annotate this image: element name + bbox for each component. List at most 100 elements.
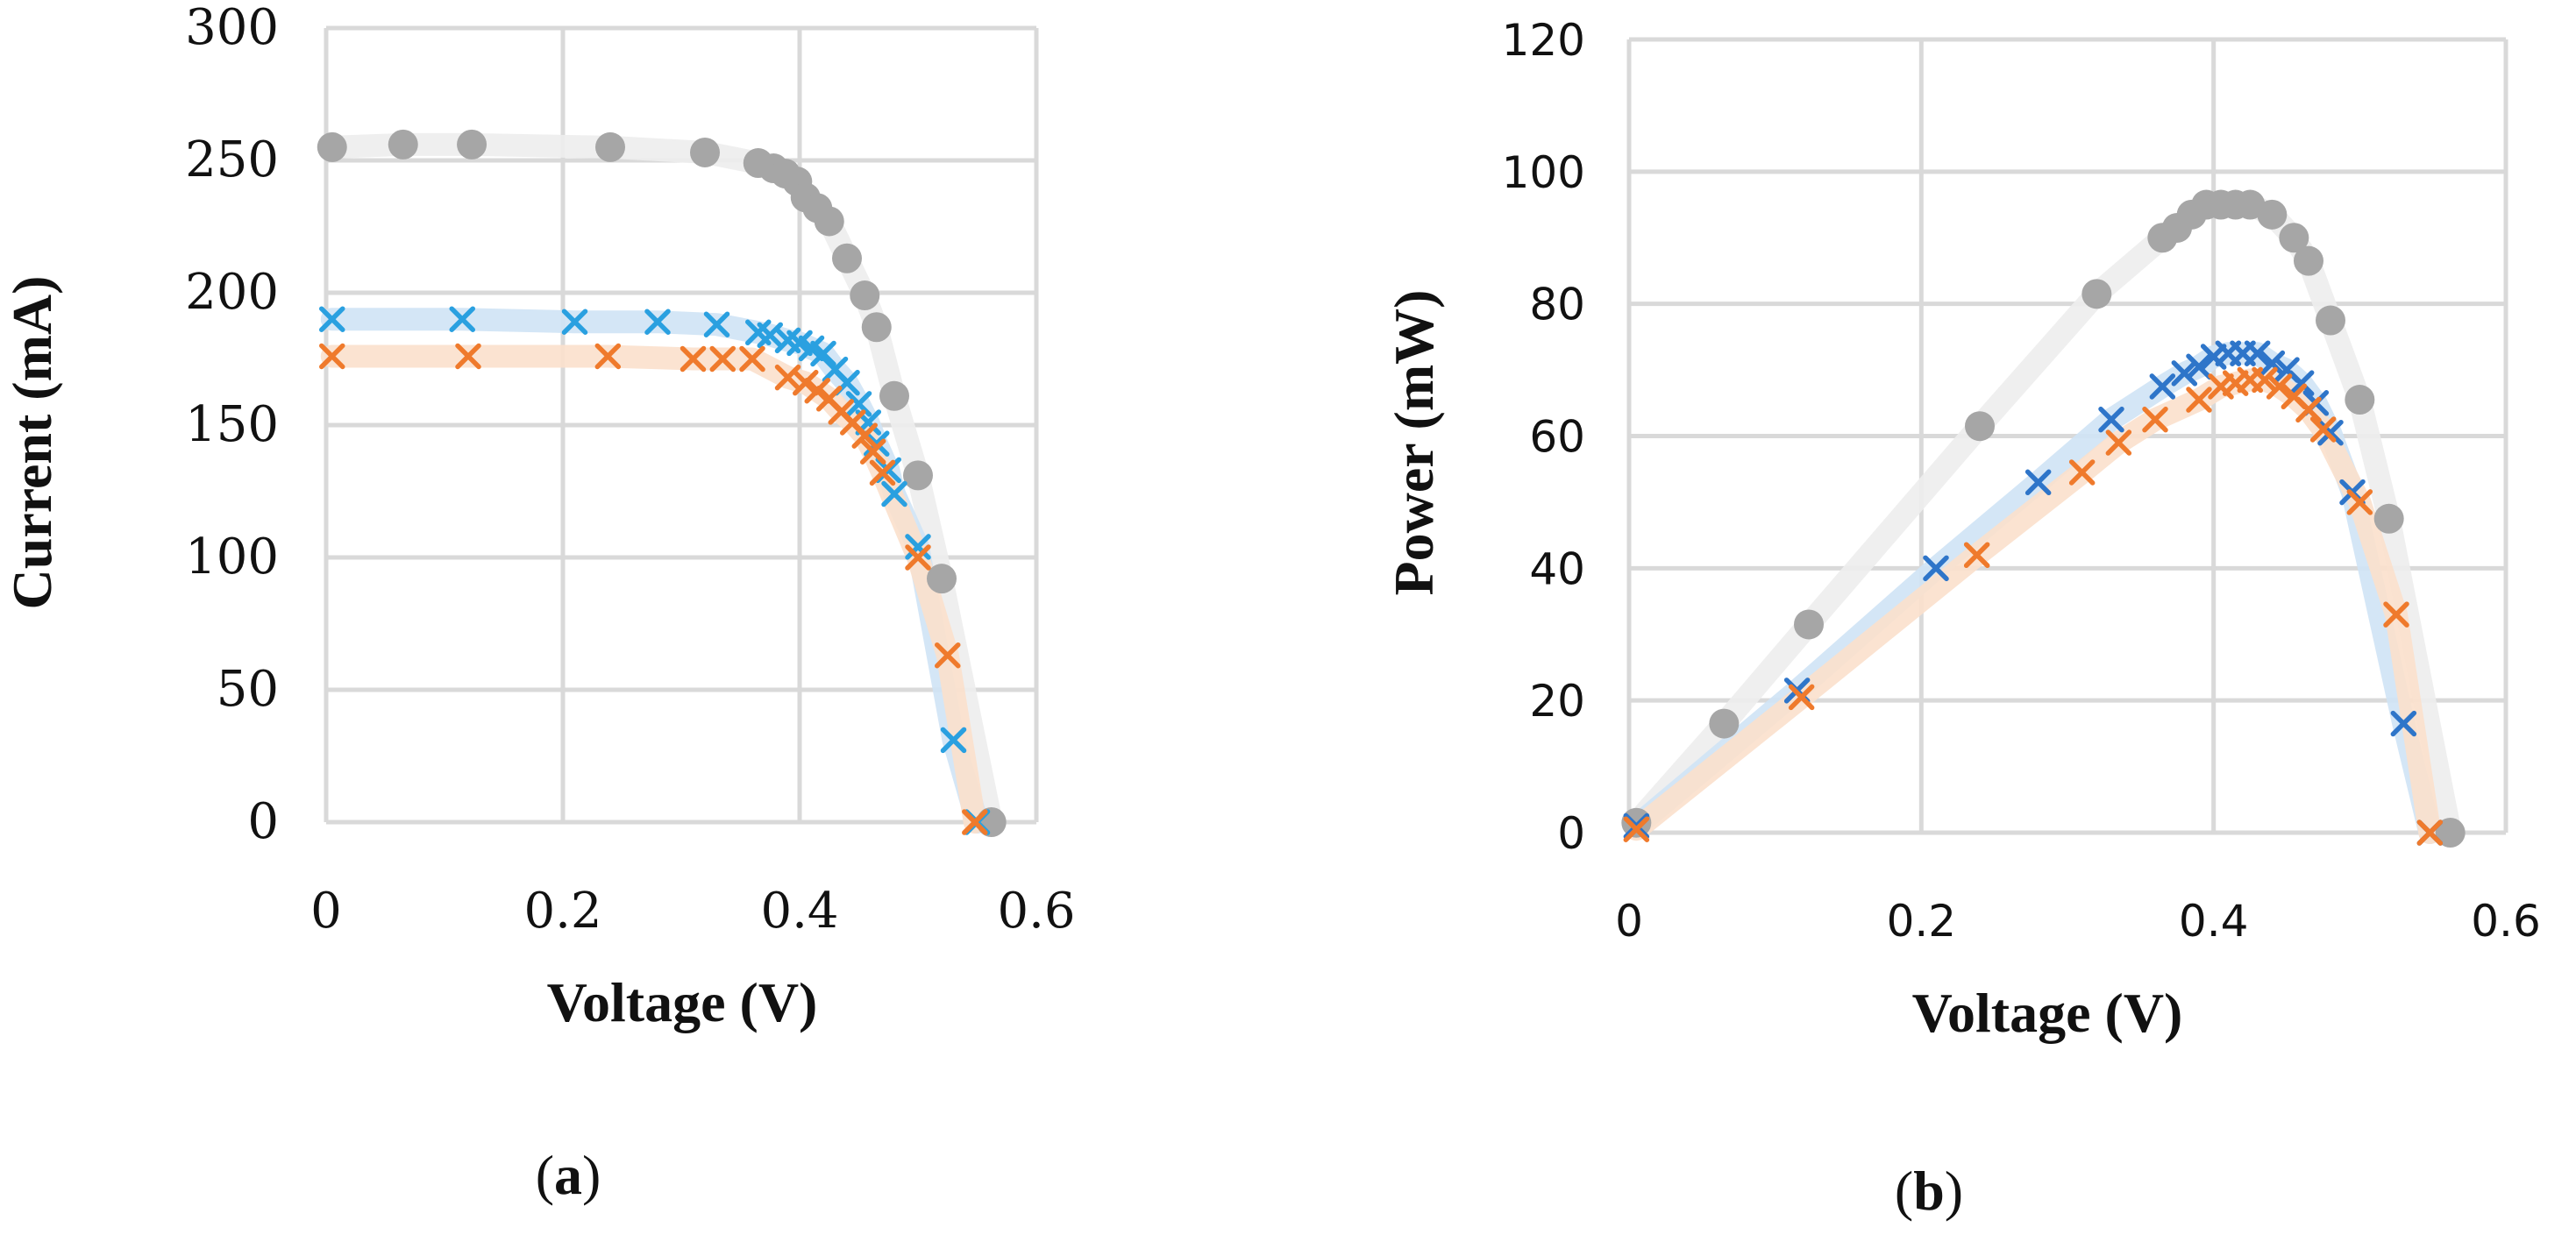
chart-b-series-2-point [2252, 366, 2278, 394]
chart-a-series-2-point [804, 377, 830, 404]
chart-a-series-0-point [927, 564, 957, 594]
chart-b-series-2-point [2346, 489, 2373, 515]
chart-a-series-0-point [850, 280, 880, 311]
chart-b-series-1-point [2186, 353, 2212, 380]
chart-a-series-2-point [594, 343, 622, 370]
chart-a-series-2-point [319, 343, 345, 370]
chart-a-series-2-point [793, 369, 819, 396]
chart-a-y-tick-label: 150 [185, 396, 279, 453]
chart-a-series-0-point [457, 129, 487, 160]
chart-a-series-1-point [940, 727, 967, 754]
chart-a-series-1-point [881, 480, 907, 507]
chart-b-series-2-point [2309, 416, 2337, 443]
chart-b-series-1-point [2244, 340, 2271, 366]
chart-b-series-1-point [2098, 406, 2124, 433]
chart-b-series-0-point [1965, 411, 1995, 442]
chart-b-x-tick-label: 0.4 [2179, 896, 2249, 947]
chart-a-series-0-point [879, 380, 909, 411]
chart-a-series-2-point [851, 422, 878, 449]
chart-b-y-tick-label: 60 [1529, 412, 1585, 463]
chart-b-series-2-point [1788, 684, 1815, 711]
chart-a-current-voltage: 0 50 100 150 200 250 300 0 0.2 0.4 0.6 Current (m… [1, 0, 1076, 1206]
chart-a-series-2-point [455, 343, 481, 370]
chart-a-x-tick-labels: 0 0.2 0.4 0.6 [310, 883, 1075, 940]
chart-b-x-axis-title: Voltage (V) [1912, 982, 2183, 1044]
chart-a-series-0-point [388, 129, 418, 160]
chart-a-series-2-point [962, 809, 988, 835]
chart-a-series-1-point [703, 311, 730, 337]
chart-b-series-1-point [2317, 419, 2344, 446]
chart-a-y-tick-label: 250 [185, 131, 279, 188]
chart-a-series-1-point [319, 306, 345, 332]
chart-a-series-0-point [976, 807, 1007, 837]
panel-a-label-close: ) [582, 1144, 601, 1206]
chart-b-y-tick-label: 100 [1502, 147, 1585, 198]
chart-a-x-tick-label: 0.2 [523, 883, 601, 940]
chart-a-series-2-point [680, 345, 707, 373]
chart-a-series-2-point [709, 345, 736, 373]
chart-a-series-2-point [905, 544, 931, 571]
chart-a-series-0-point [814, 206, 844, 237]
chart-a-series-2-point [739, 345, 765, 373]
chart-b-series-2-point [2266, 373, 2293, 400]
chart-b-series-2-point [2186, 387, 2212, 413]
chart-b-series-0-point [2345, 385, 2375, 415]
chart-b-y-tick-labels: 0 20 40 60 80 100 120 [1502, 15, 1585, 859]
chart-b-series-0-point [2081, 279, 2112, 309]
chart-b-series-1-point [2390, 710, 2417, 737]
panel-b-label-open: ( [1895, 1160, 1913, 1222]
chart-a-y-tick-label: 100 [185, 529, 279, 585]
chart-b-series-0-point [2257, 199, 2288, 230]
chart-a-x-tick-label: 0 [310, 883, 342, 940]
chart-b-series-2-point [2105, 429, 2132, 456]
chart-b-x-tick-labels: 0 0.2 0.4 0.6 [1615, 896, 2541, 947]
chart-a-series-2-point [935, 642, 961, 669]
chart-a-series-2-point [859, 438, 886, 465]
chart-b-series-1-point [2171, 360, 2198, 387]
chart-b-series-2-point [2416, 820, 2444, 846]
chart-b-series-2-band [1625, 368, 2442, 844]
chart-b-x-tick-label: 0.6 [2471, 896, 2541, 947]
chart-b-series-0-point [2279, 223, 2309, 253]
panel-b-label-close: ) [1945, 1160, 1963, 1222]
chart-b-series-2-point [1623, 816, 1650, 842]
chart-b-series-2-point [2383, 601, 2409, 628]
panel-a-label-open: ( [536, 1144, 554, 1206]
chart-a-y-tick-label: 50 [217, 661, 279, 718]
chart-b-series-0-point [2294, 245, 2323, 276]
chart-b-series-2-point [2295, 396, 2322, 423]
chart-a-y-tick-label: 0 [247, 793, 279, 850]
chart-a-y-tick-labels: 0 50 100 150 200 250 300 [185, 0, 279, 850]
chart-a-series-1-point [644, 309, 671, 335]
chart-b-series-1-point [1923, 555, 1949, 582]
chart-a-series-1-point [449, 306, 475, 332]
chart-b-series-0-point [2316, 305, 2345, 336]
chart-a-series-0-point [595, 131, 625, 162]
chart-a-series-2-point [869, 459, 896, 486]
chart-b-y-tick-label: 80 [1529, 280, 1585, 330]
chart-b-y-tick-label: 20 [1529, 676, 1585, 727]
chart-b-y-tick-label: 0 [1557, 808, 1585, 859]
chart-b-series-1-point [2025, 469, 2052, 496]
chart-b-series-2-point [1963, 542, 1990, 568]
panel-a-label-letter: a [554, 1144, 582, 1206]
chart-b-trend-bands [1625, 193, 2462, 844]
chart-a-series-1-point [561, 309, 588, 335]
chart-a-series-0-point [832, 243, 862, 273]
chart-b-series-1-point [2149, 373, 2176, 400]
chart-b-markers [1621, 189, 2466, 848]
chart-b-power-voltage: 0 20 40 60 80 100 120 0 0.2 0.4 0.6 Power (mW) Vo… [1383, 15, 2541, 1222]
chart-b-y-tick-label: 40 [1529, 543, 1585, 594]
chart-b-series-0-point [2373, 503, 2404, 534]
chart-a-x-tick-label: 0.6 [997, 883, 1075, 940]
chart-a-x-axis-title: Voltage (V) [547, 971, 818, 1033]
chart-a-series-0-point [903, 460, 933, 491]
chart-a-series-0-point [690, 137, 720, 167]
chart-b-series-0-point [2435, 818, 2466, 848]
chart-b-y-axis-title: Power (mW) [1383, 290, 1445, 596]
chart-b-series-2-point [2068, 459, 2096, 486]
chart-b-series-1-point [2259, 350, 2286, 377]
chart-a-y-axis-title: Current (mA) [1, 276, 63, 610]
chart-a-series-1-point [845, 391, 872, 417]
